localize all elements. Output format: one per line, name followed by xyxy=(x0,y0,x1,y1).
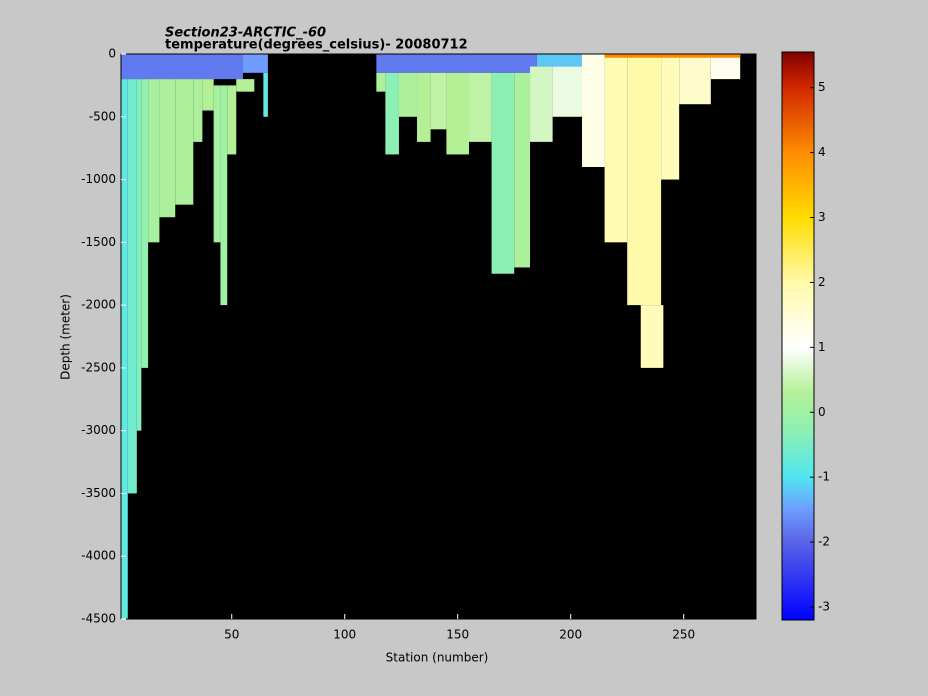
colorbar-tick-label: 2 xyxy=(818,275,826,289)
cell xyxy=(376,54,537,73)
colorbar-tick-label: -1 xyxy=(818,470,830,484)
cell xyxy=(227,85,237,155)
y-tick-label: -4500 xyxy=(81,612,116,626)
cell xyxy=(446,72,470,155)
y-tick-label: -1500 xyxy=(81,235,116,249)
cell xyxy=(376,72,386,92)
cell xyxy=(627,54,662,306)
y-tick-label: -3500 xyxy=(81,486,116,500)
y-tick-label: 0 xyxy=(108,47,116,61)
y-tick-label: -3000 xyxy=(81,423,116,437)
colorbar xyxy=(781,51,815,621)
cell xyxy=(536,54,594,67)
cell xyxy=(141,79,149,368)
cell xyxy=(159,79,176,218)
cell xyxy=(243,54,268,73)
colorbar-tick-label: 5 xyxy=(818,80,826,94)
cell xyxy=(604,54,741,58)
cell xyxy=(202,79,214,111)
colorbar-tick-label: -3 xyxy=(818,600,830,614)
cell xyxy=(491,72,515,274)
cell xyxy=(127,79,137,494)
x-tick-label: 100 xyxy=(333,628,356,642)
colorbar-tick-label: 1 xyxy=(818,340,826,354)
cell xyxy=(148,79,160,243)
y-tick-label: -1000 xyxy=(81,172,116,186)
cell xyxy=(121,54,244,80)
plot-frame xyxy=(120,53,757,620)
y-tick-label: -2000 xyxy=(81,298,116,312)
cell xyxy=(193,79,203,142)
x-tick-label: 200 xyxy=(559,628,582,642)
colorbar-tick-label: 0 xyxy=(818,405,826,419)
colorbar-tick-label: -2 xyxy=(818,535,830,549)
cell xyxy=(640,305,664,368)
cell xyxy=(136,79,142,431)
cell xyxy=(213,85,221,243)
x-tick-label: 250 xyxy=(672,628,695,642)
cell xyxy=(398,72,418,117)
colorbar-tick-label: 3 xyxy=(818,210,826,224)
y-axis-label: Depth (meter) xyxy=(59,294,73,380)
cell xyxy=(121,79,128,620)
x-tick-label: 150 xyxy=(446,628,469,642)
cell xyxy=(710,54,741,80)
cell xyxy=(552,66,582,117)
cell xyxy=(385,72,399,155)
chart-title: Section23-ARCTIC_-60 xyxy=(165,26,326,41)
cell xyxy=(679,54,711,105)
cell xyxy=(430,72,447,130)
colorbar-tick-label: 4 xyxy=(818,145,826,159)
cell xyxy=(263,72,268,117)
cell xyxy=(469,72,492,142)
cell xyxy=(661,54,680,180)
cell xyxy=(236,79,255,92)
cell xyxy=(175,79,194,205)
cell xyxy=(581,54,605,167)
y-tick-label: -2500 xyxy=(81,360,116,374)
cell xyxy=(604,54,628,243)
cell xyxy=(530,66,553,142)
cell xyxy=(417,72,431,142)
x-axis-label: Station (number) xyxy=(386,651,489,665)
y-tick-label: -4000 xyxy=(81,549,116,563)
cell xyxy=(514,72,531,268)
x-tick-label: 50 xyxy=(224,628,239,642)
cell xyxy=(220,85,228,306)
y-tick-label: -500 xyxy=(89,109,116,123)
chart-subtitle: temperature(degrees_celsius)- 20080712 xyxy=(165,38,468,53)
